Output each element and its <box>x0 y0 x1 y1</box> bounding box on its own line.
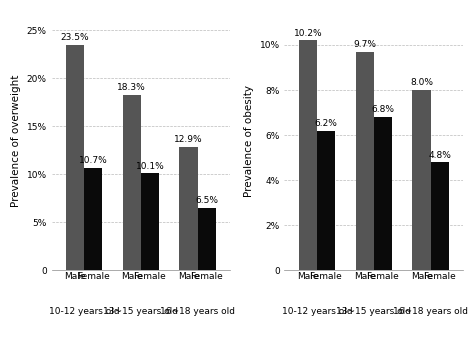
Text: 12.9%: 12.9% <box>174 135 203 144</box>
Bar <box>141 173 159 270</box>
Bar <box>66 45 84 270</box>
Text: 13~15 years old: 13~15 years old <box>336 307 411 316</box>
Text: 6.8%: 6.8% <box>371 105 394 115</box>
Bar <box>374 117 392 270</box>
Bar <box>198 208 216 270</box>
Text: 10.7%: 10.7% <box>79 156 108 165</box>
Bar <box>299 41 317 270</box>
Bar <box>317 130 335 270</box>
Text: 16~18 years old: 16~18 years old <box>160 307 235 316</box>
Bar <box>356 52 374 270</box>
Text: 10-12 years old: 10-12 years old <box>282 307 352 316</box>
Text: 4.8%: 4.8% <box>428 151 451 160</box>
Text: 18.3%: 18.3% <box>118 83 146 92</box>
Bar <box>180 146 198 270</box>
Bar <box>123 95 141 270</box>
Y-axis label: Prevalence of overweight: Prevalence of overweight <box>11 75 21 207</box>
Text: 16~18 years old: 16~18 years old <box>393 307 468 316</box>
Text: 10.2%: 10.2% <box>293 29 322 38</box>
Text: 9.7%: 9.7% <box>353 40 376 49</box>
Text: 6.2%: 6.2% <box>315 119 337 128</box>
Text: 10-12 years old: 10-12 years old <box>49 307 119 316</box>
Text: 13~15 years old: 13~15 years old <box>103 307 178 316</box>
Text: 6.5%: 6.5% <box>195 196 218 206</box>
Text: 8.0%: 8.0% <box>410 78 433 88</box>
Y-axis label: Prevalence of obesity: Prevalence of obesity <box>244 85 254 197</box>
Bar <box>430 162 449 270</box>
Text: 10.1%: 10.1% <box>136 162 164 171</box>
Bar <box>412 90 430 270</box>
Text: 23.5%: 23.5% <box>61 33 89 42</box>
Bar <box>84 168 102 270</box>
